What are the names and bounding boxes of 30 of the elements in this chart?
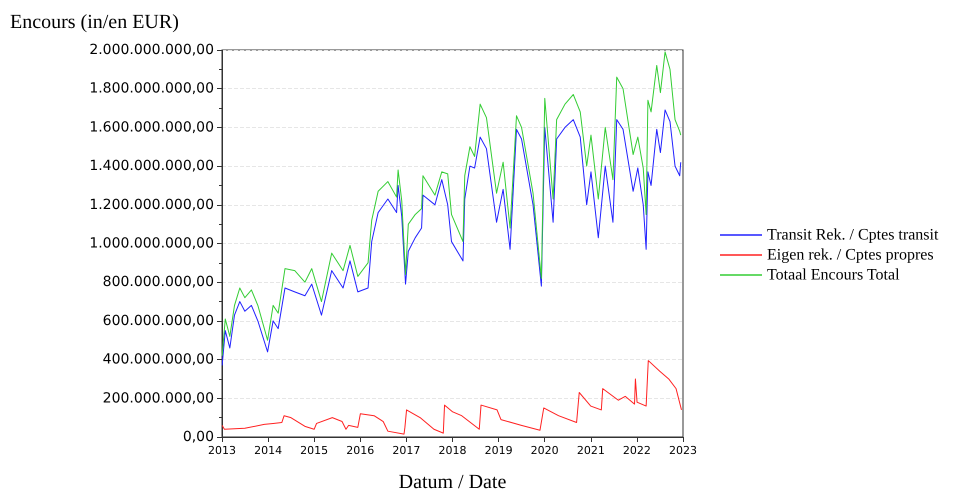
y-tick-label: 1.200.000.000,00 (89, 196, 214, 213)
x-tick-label: 2022 (622, 444, 651, 457)
line-series (222, 360, 682, 435)
y-tick-label: 1.600.000.000,00 (89, 119, 214, 136)
legend-label: Transit Rek. / Cptes transit (767, 226, 939, 244)
y-tick-label: 2.000.000.000,00 (89, 42, 214, 58)
y-tick-label: 400.000.000,00 (102, 352, 214, 368)
x-tick-label: 2023 (669, 444, 697, 457)
y-axis-title: Encours (in/en EUR) (10, 11, 179, 33)
x-tick-label: 2017 (392, 444, 420, 457)
y-tick-label: 1.800.000.000,00 (89, 80, 214, 97)
x-tick-label: 2021 (576, 444, 605, 457)
x-tick-label: 2018 (438, 444, 466, 457)
y-tick-label: 1.000.000.000,00 (89, 236, 214, 252)
legend-label: Totaal Encours Total (767, 266, 900, 284)
y-tick-label: 600.000.000,00 (102, 312, 214, 329)
legend-label: Eigen rek. / Cptes propres (767, 246, 934, 264)
y-tick-label: 1.400.000.000,00 (89, 158, 214, 174)
x-tick-label: 2015 (300, 444, 328, 457)
y-tick-label: 800.000.000,00 (102, 274, 214, 290)
y-tick-label: 200.000.000,00 (102, 390, 214, 406)
x-tick-label: 2014 (254, 444, 282, 457)
y-tick-label: 0,00 (182, 429, 214, 445)
x-tick-label: 2019 (484, 444, 513, 457)
x-axis-title: Datum / Date (398, 471, 506, 493)
x-tick-label: 2013 (208, 444, 236, 457)
line-series (222, 109, 682, 366)
x-tick-label: 2016 (346, 444, 374, 457)
line-series (222, 51, 682, 356)
x-tick-label: 2020 (530, 444, 559, 457)
